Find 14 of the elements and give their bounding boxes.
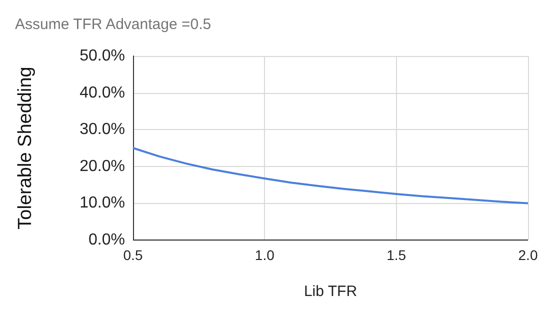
chart-title: Assume TFR Advantage =0.5 — [15, 16, 212, 33]
x-tick-label: 1.5 — [386, 247, 406, 263]
y-tick-label: 10.0% — [80, 194, 125, 212]
y-axis-title: Tolerable Shedding — [15, 66, 36, 230]
y-tick-label: 20.0% — [80, 158, 125, 175]
x-tick-label: 1.0 — [254, 247, 275, 263]
y-tick-label: 0.0% — [88, 232, 125, 248]
y-tick-label: 50.0% — [80, 48, 125, 64]
x-tick-label: 0.5 — [123, 247, 143, 263]
x-tick-label: 2.0 — [518, 247, 538, 263]
x-axis-title: Lib TFR — [304, 283, 358, 300]
y-tick-label: 30.0% — [80, 121, 125, 138]
y-tick-label: 40.0% — [80, 84, 125, 102]
line-series — [132, 147, 529, 204]
